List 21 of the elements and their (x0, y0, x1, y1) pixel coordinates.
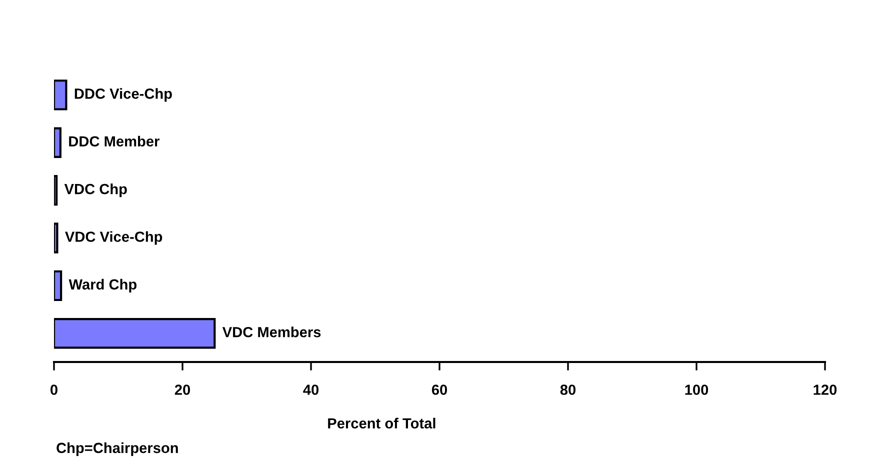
bar (54, 270, 62, 302)
bar (54, 222, 58, 254)
x-tick-label: 100 (685, 384, 708, 395)
x-tick-label: 40 (303, 384, 319, 395)
bar (54, 174, 58, 206)
text: Chp=Chairperson (56, 442, 178, 456)
bar (54, 318, 216, 349)
x-tick-label: 80 (560, 384, 576, 395)
y-tick-label: VDC Chp (64, 184, 127, 198)
y-tick-label: DDC Member (69, 136, 160, 147)
x-axis-title: Percent of Total (328, 418, 436, 429)
bar (54, 127, 62, 158)
y-tick-label: DDC Vice-Chp (74, 88, 172, 102)
y-tick-label: VDC Members (222, 326, 321, 338)
x-tick-label: 20 (174, 384, 190, 395)
bar (54, 80, 68, 110)
y-tick-label: VDC Vice-Chp (65, 231, 162, 245)
x-tick-label: 120 (814, 384, 837, 395)
y-tick-label: Ward Chp (68, 278, 136, 292)
x-tick-label: 0 (50, 384, 58, 395)
x-tick-label: 60 (432, 384, 448, 395)
